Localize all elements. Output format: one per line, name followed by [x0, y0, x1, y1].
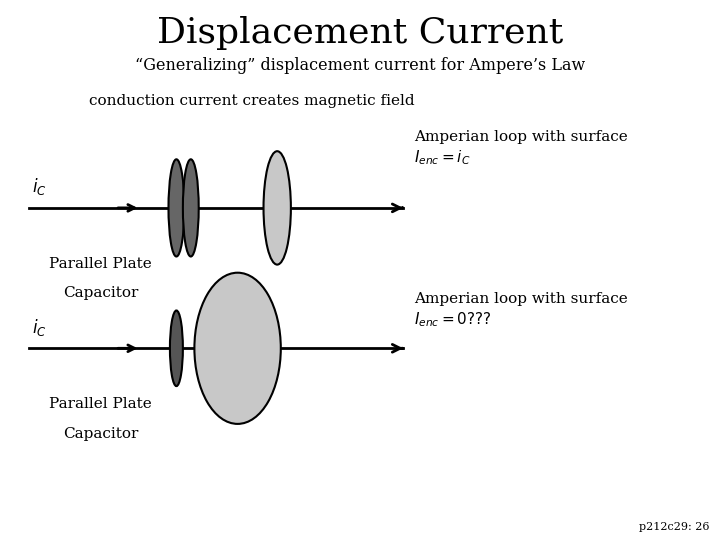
Text: conduction current creates magnetic field: conduction current creates magnetic fiel…	[89, 94, 415, 109]
Text: Capacitor: Capacitor	[63, 286, 138, 300]
Text: Amperian loop with surface: Amperian loop with surface	[414, 130, 628, 144]
Text: “Generalizing” displacement current for Ampere’s Law: “Generalizing” displacement current for …	[135, 57, 585, 73]
Text: Parallel Plate: Parallel Plate	[50, 256, 152, 271]
Ellipse shape	[170, 310, 183, 386]
Text: Parallel Plate: Parallel Plate	[50, 397, 152, 411]
Text: $i_C$: $i_C$	[32, 316, 47, 338]
Ellipse shape	[264, 151, 291, 265]
Text: $I_{enc} = i_C$: $I_{enc} = i_C$	[414, 148, 470, 167]
Text: Amperian loop with surface: Amperian loop with surface	[414, 292, 628, 306]
Ellipse shape	[183, 159, 199, 256]
Text: $i_C$: $i_C$	[32, 176, 47, 197]
Ellipse shape	[194, 273, 281, 424]
Text: p212c29: 26: p212c29: 26	[639, 522, 709, 532]
Ellipse shape	[168, 159, 184, 256]
Text: Capacitor: Capacitor	[63, 427, 138, 441]
Text: $I_{enc} = 0???$: $I_{enc} = 0???$	[414, 310, 492, 329]
Text: Displacement Current: Displacement Current	[157, 16, 563, 50]
